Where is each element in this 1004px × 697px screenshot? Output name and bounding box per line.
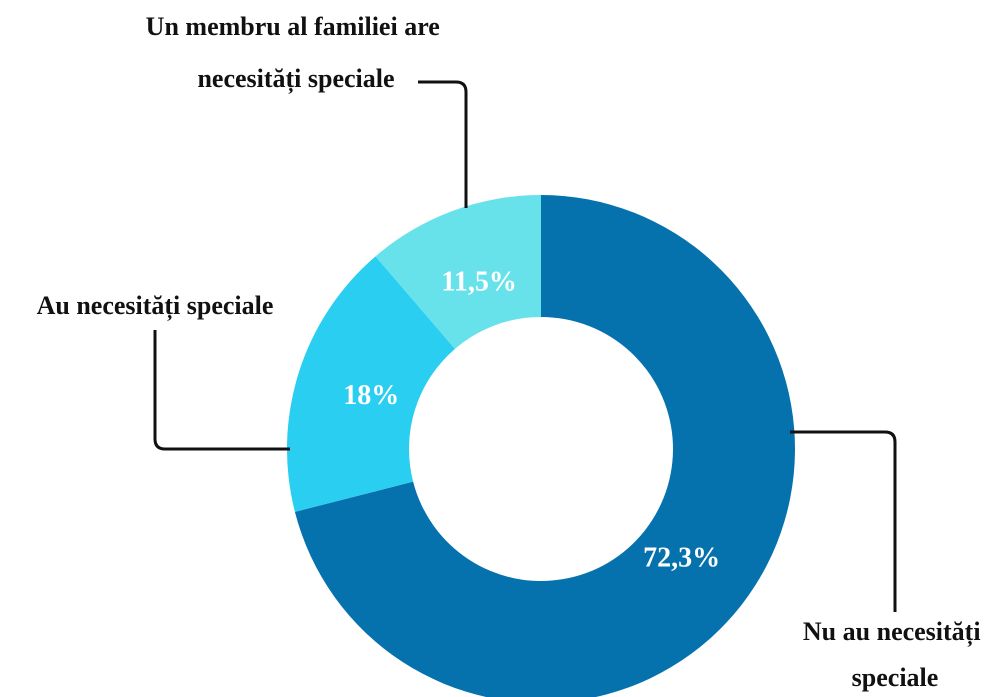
leader-lines [153, 80, 897, 612]
category-label-au: Au necesități speciale [37, 291, 274, 321]
donut-slice-1 [286, 256, 455, 512]
leader-line-au [153, 330, 290, 451]
value-label-1: 18% [343, 380, 399, 411]
value-label-2: 11,5% [441, 267, 516, 298]
donut-slice-0 [294, 195, 795, 697]
category-label-nu-au: Nu au necesități speciale [803, 617, 987, 692]
leader-line-membru [418, 80, 468, 208]
donut-slices [286, 195, 795, 697]
category-label-membru: Un membru al familiei are necesități spe… [146, 12, 447, 94]
leader-line-nu-au [790, 430, 897, 612]
value-label-0: 72,3% [643, 543, 720, 574]
donut-slice-2 [375, 195, 541, 349]
value-labels: 72,3% 18% 11,5% [343, 267, 720, 574]
